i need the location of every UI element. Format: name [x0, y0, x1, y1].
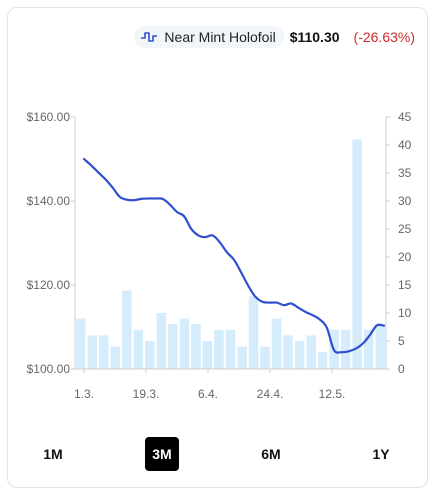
volume-bar — [133, 329, 144, 369]
y-right-tick-label: 45 — [398, 110, 412, 124]
y-right-tick-label: 10 — [398, 306, 412, 320]
volume-bar — [122, 290, 132, 369]
volume-bar — [214, 329, 224, 369]
volume-bar — [202, 341, 213, 369]
range-6m-button[interactable]: 6M — [261, 446, 281, 462]
volume-bar — [352, 139, 362, 369]
x-tick-label: 19.3. — [133, 387, 160, 401]
price-history-chart: $100.00 $120.00 $140.00 $160.00 0 5 10 15 20 25 30… — [27, 110, 412, 401]
legend-item[interactable]: Near Mint Holofoil — [134, 26, 284, 48]
volume-bar — [237, 346, 247, 369]
volume-bar — [340, 329, 351, 369]
price-change: (-26.63%) — [353, 29, 415, 45]
volume-bar — [306, 335, 316, 369]
price-line — [82, 157, 386, 354]
legend-series-name: Near Mint Holofoil — [164, 29, 276, 45]
volume-bar — [156, 313, 167, 369]
x-tick-label: 12.5. — [319, 387, 346, 401]
y-right-tick-label: 20 — [398, 250, 412, 264]
volume-bar — [87, 335, 97, 369]
y-right-tick-label: 0 — [398, 362, 405, 376]
volume-bar — [145, 341, 155, 369]
volume-bar — [317, 352, 328, 369]
volume-bar — [168, 324, 178, 369]
y-right-tick-label: 40 — [398, 138, 412, 152]
y-left-tick-label: $160.00 — [27, 110, 71, 124]
volume-bar — [283, 335, 293, 369]
y-right-tick-label: 15 — [398, 278, 412, 292]
x-tick-label: 6.4. — [198, 387, 218, 401]
volume-bar — [260, 346, 270, 369]
line-chart-icon — [141, 32, 158, 42]
y-right-tick-label: 30 — [398, 194, 412, 208]
range-1y-button[interactable]: 1Y — [372, 446, 390, 462]
range-3m-button[interactable]: 3M — [145, 437, 179, 471]
y-left-tick-label: $140.00 — [27, 194, 71, 208]
volume-bar — [76, 318, 86, 369]
time-range-selector: 1M 3M 6M 1Y — [0, 437, 437, 471]
volume-bar — [375, 324, 385, 369]
y-left-tick-label: $120.00 — [27, 278, 71, 292]
volume-bar — [294, 341, 305, 369]
y-left-tick-label: $100.00 — [27, 362, 71, 376]
volume-bar — [248, 296, 259, 369]
chart-legend[interactable]: Near Mint Holofoil $110.30 (-26.63%) — [134, 26, 415, 48]
y-right-tick-label: 25 — [398, 222, 412, 236]
y-right-tick-label: 5 — [398, 334, 405, 348]
x-tick-label: 1.3. — [74, 387, 94, 401]
volume-bar — [99, 335, 109, 369]
x-tick-label: 24.4. — [257, 387, 284, 401]
volume-bar — [110, 346, 121, 369]
volume-bar — [179, 318, 190, 369]
range-1m-button[interactable]: 1M — [43, 446, 63, 462]
volume-bar — [225, 329, 236, 369]
y-right-tick-label: 35 — [398, 166, 412, 180]
volume-bar — [191, 324, 201, 369]
volume-bar — [364, 329, 374, 369]
volume-bar — [271, 318, 282, 369]
current-price: $110.30 — [289, 29, 340, 45]
